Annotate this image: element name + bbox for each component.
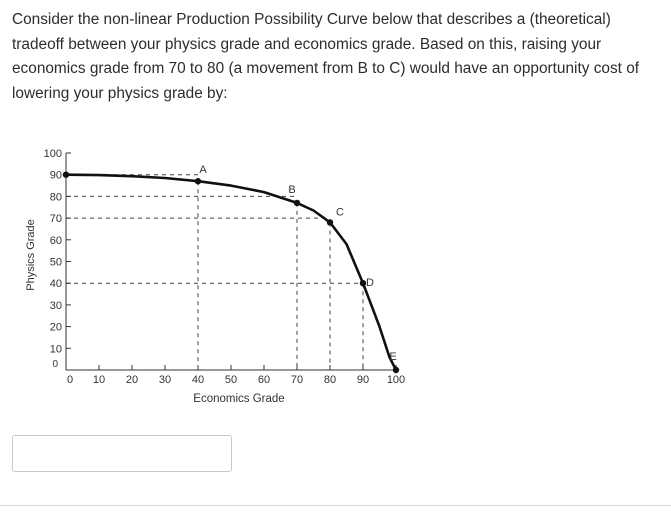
question-text: Consider the non-linear Production Possi… <box>12 11 640 102</box>
origin-y-label: 0 <box>52 359 58 370</box>
x-tick-label: 100 <box>387 374 405 386</box>
y-tick-label: 40 <box>50 278 62 290</box>
x-tick-label: 10 <box>93 374 105 386</box>
x-tick-label: 30 <box>159 374 171 386</box>
y-tick-label: 30 <box>50 300 62 312</box>
x-tick-label: 50 <box>225 374 237 386</box>
curve-point-c <box>326 219 334 226</box>
y-axis-label: Physics Grade <box>25 219 37 291</box>
curve-point-start <box>62 171 70 178</box>
curve-points: A B C D E <box>62 164 400 374</box>
guide-lines <box>66 174 364 370</box>
point-label-d: D <box>366 277 374 289</box>
x-tick-label: 80 <box>324 374 336 386</box>
point-label-e: E <box>389 351 396 363</box>
x-tick-label: 60 <box>258 374 270 386</box>
point-label-c: C <box>336 206 344 218</box>
axes <box>65 152 397 371</box>
y-tick-label: 100 <box>44 148 62 160</box>
curve-point-a <box>194 178 202 185</box>
x-tick-label: 40 <box>192 374 204 386</box>
point-label-b: B <box>288 184 295 196</box>
point-label-a: A <box>199 164 207 176</box>
curve-point-d <box>359 280 367 287</box>
y-tick-label: 20 <box>50 322 62 334</box>
y-tick-label: 90 <box>50 170 62 182</box>
ppc-chart: 10 20 30 40 50 60 70 80 90 100 00 10 20 30 40 50 60 70 80 9… <box>25 148 406 405</box>
answer-input[interactable] <box>12 435 232 472</box>
tick-labels: 10 20 30 40 50 60 70 80 90 100 00 10 20 30 40 50 60 70 80 9… <box>44 148 406 386</box>
y-tick-label: 70 <box>50 213 62 225</box>
curve-point-e <box>392 366 400 374</box>
bottom-divider <box>0 505 671 506</box>
x-tick-label: 0 <box>67 374 73 386</box>
x-axis-label: Economics Grade <box>193 393 284 405</box>
y-tick-label: 60 <box>50 235 62 247</box>
x-tick-label: 20 <box>126 374 138 386</box>
y-tick-label: 80 <box>50 191 62 203</box>
ppc-curve-line <box>65 173 398 371</box>
curve-layer <box>65 173 398 371</box>
y-tick-label: 10 <box>50 343 62 355</box>
y-tick-label: 50 <box>50 257 62 269</box>
x-tick-label: 70 <box>291 374 303 386</box>
x-tick-label: 90 <box>357 374 369 386</box>
curve-point-b <box>293 199 301 207</box>
